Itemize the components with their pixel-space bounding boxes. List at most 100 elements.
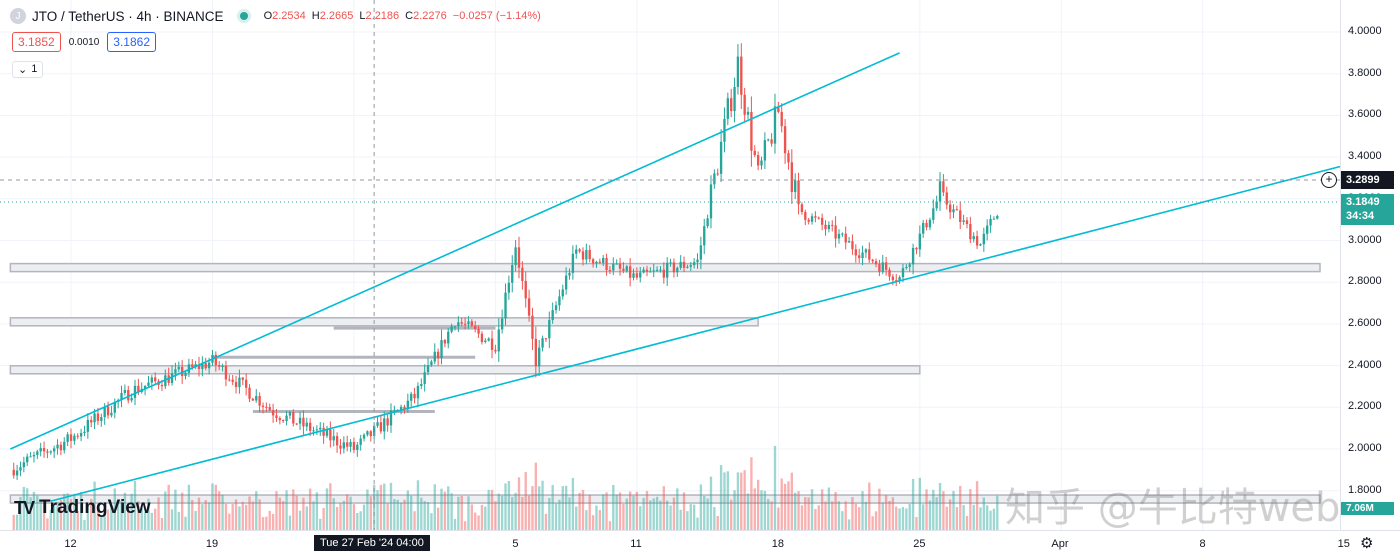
volume-bar: [847, 519, 851, 530]
price-chart[interactable]: [0, 0, 1340, 530]
market-status-icon[interactable]: [239, 12, 248, 20]
candle-body: [851, 241, 854, 250]
add-alert-plus-icon[interactable]: +: [1321, 172, 1337, 188]
candle-body: [948, 204, 952, 213]
volume-bar: [487, 489, 490, 530]
buy-button[interactable]: 3.1862: [107, 32, 156, 52]
volume-bar: [831, 501, 834, 530]
volume-bar: [66, 493, 69, 530]
candle-body: [561, 289, 564, 297]
volume-bar: [972, 504, 975, 530]
volume-bar: [837, 501, 841, 530]
candle-body: [123, 389, 127, 393]
candle-body: [46, 451, 49, 453]
volume-bar: [561, 486, 564, 530]
volume-bar: [457, 496, 460, 530]
candle-body: [332, 436, 335, 441]
candle-body: [507, 282, 511, 293]
volume-bar: [942, 491, 945, 530]
tradingview-logo[interactable]: TV TradingView: [14, 497, 151, 519]
candle-body: [895, 280, 898, 282]
volume-bar: [901, 507, 905, 530]
volume-bar: [820, 489, 824, 530]
volume-bar: [130, 493, 133, 530]
volume-bar: [945, 506, 948, 530]
candle-body: [989, 218, 992, 226]
candle-body: [383, 418, 386, 432]
volume-bar: [632, 495, 635, 530]
candle-body: [986, 225, 989, 234]
candle-body: [602, 258, 605, 263]
volume-bar: [517, 477, 521, 530]
candle-body: [261, 405, 265, 407]
candle-body: [598, 261, 602, 263]
volume-bar: [881, 502, 884, 530]
time-axis[interactable]: 12 19 5 11 18 25 Apr 8 15 Tue 27 Feb '24 04:00 ⚙: [0, 530, 1400, 555]
volume-bar: [133, 480, 137, 530]
volume-bar: [154, 508, 157, 530]
volume-bar: [194, 510, 197, 530]
candle-body: [443, 340, 447, 344]
last-price-tag: 3.1849 34:34: [1341, 193, 1394, 225]
chart-pane[interactable]: J JTO / TetherUS · 4h · BINANCE O2.2534 …: [0, 0, 1366, 531]
volume-bar: [756, 479, 760, 530]
volume-bar: [339, 503, 342, 530]
volume-bar: [622, 503, 625, 530]
ohlc-high: H2.2665: [311, 10, 354, 22]
candle-body: [763, 140, 767, 161]
indicators-toggle-button[interactable]: ⌄ 1: [12, 61, 44, 78]
volume-bar: [928, 500, 932, 530]
volume-bar: [804, 497, 807, 530]
volume-bar: [261, 517, 265, 530]
candle-body: [184, 372, 187, 377]
price-axis[interactable]: 4.00003.80003.60003.40003.20003.00002.80…: [1340, 0, 1400, 530]
candle-body: [955, 209, 959, 211]
settings-gear-icon[interactable]: ⚙: [1360, 535, 1374, 552]
volume-bar: [450, 493, 453, 530]
volume-bar: [851, 497, 854, 530]
volume-bar: [878, 488, 881, 530]
candle-body: [248, 387, 251, 399]
candle-body: [271, 410, 275, 416]
volume-bar: [93, 481, 96, 530]
candle-body: [992, 218, 996, 220]
volume-bar: [52, 503, 56, 530]
volume-bar: [467, 496, 470, 530]
candle-body: [878, 264, 881, 272]
time-tick-label: 8: [1199, 538, 1206, 550]
volume-bar: [770, 501, 773, 530]
volume-bar: [362, 504, 366, 530]
candle-body: [635, 273, 639, 278]
volume-bar: [531, 486, 534, 530]
volume-bar: [915, 517, 918, 530]
volume-bar: [645, 490, 649, 530]
candle-body: [817, 217, 820, 219]
candle-body: [426, 365, 430, 373]
volume-bar: [359, 511, 362, 530]
volume-bar: [157, 497, 160, 530]
volume-bar: [699, 484, 703, 530]
volume-bar: [750, 457, 753, 530]
candle-body: [197, 364, 201, 370]
candle-body: [494, 349, 497, 352]
time-tick-label: 19: [205, 538, 219, 550]
volume-bar: [655, 496, 659, 530]
candle-body: [959, 210, 962, 222]
candle-body: [901, 268, 905, 278]
candle-body: [15, 470, 19, 476]
symbol-title[interactable]: JTO / TetherUS · 4h · BINANCE: [32, 8, 224, 24]
volume-bar: [477, 515, 480, 530]
candle-body: [463, 323, 467, 325]
volume-bar: [180, 492, 184, 530]
volume-bar: [986, 505, 989, 530]
candle-body: [618, 263, 622, 269]
candle-body: [312, 430, 315, 432]
candle-body: [376, 422, 379, 426]
candle-body: [187, 364, 191, 373]
volume-bar: [841, 511, 844, 530]
candle-body: [881, 262, 884, 272]
candle-body: [858, 255, 861, 259]
candle-body: [342, 442, 346, 449]
sell-button[interactable]: 3.1852: [12, 32, 61, 52]
candle-body: [726, 98, 730, 119]
